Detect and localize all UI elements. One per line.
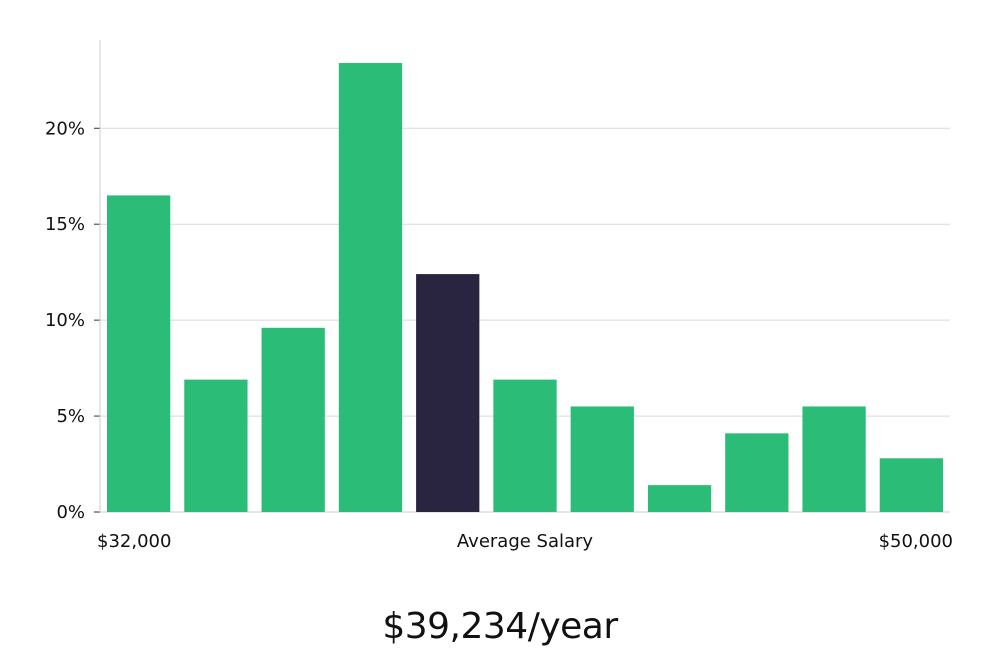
y-tick-label: 5% [56,406,85,427]
bar [647,485,712,512]
y-tick-label: 20% [45,118,85,139]
bar [493,379,557,512]
x-axis-title: Average Salary [457,531,594,552]
y-tick-labels: 0% 5% 10% 15% 20% [45,118,85,523]
bar [338,63,403,513]
bar-highlighted [416,274,480,512]
x-max-label: $50,000 [879,531,953,552]
y-tick-label: 10% [45,310,85,331]
y-tick-label: 0% [56,502,85,523]
bar [261,327,325,512]
x-axis-labels: $32,000 Average Salary $50,000 [97,531,953,552]
x-min-label: $32,000 [97,531,171,552]
average-salary-value: $39,234/year [382,606,618,647]
bar [570,406,634,512]
bars [107,63,943,513]
bar [184,379,248,512]
bar [879,458,943,512]
y-tick-label: 15% [45,214,85,235]
bar [725,433,789,512]
bar [802,406,866,512]
grid-lines [100,127,950,417]
bar [107,195,171,513]
